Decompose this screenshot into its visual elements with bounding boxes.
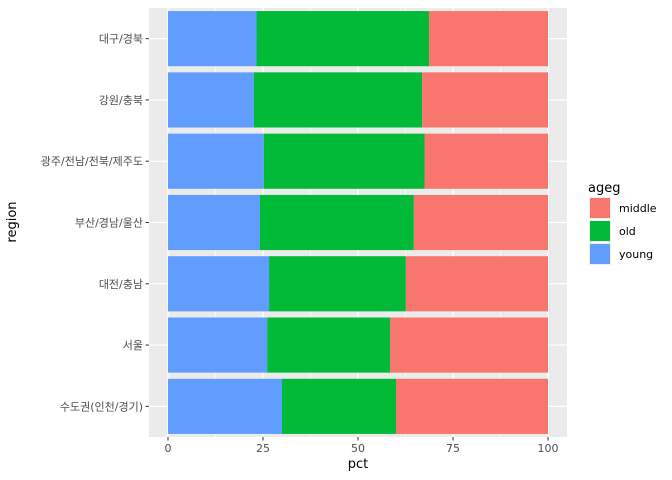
bar-segment-middle [429, 11, 548, 67]
x-tick-label: 0 [165, 442, 172, 455]
x-tick-label: 50 [351, 442, 365, 455]
bar-segment-old [263, 133, 425, 189]
y-tick-label: 대구/경북 [99, 33, 143, 46]
bar-segment-middle [422, 72, 548, 128]
bar-segment-young [168, 256, 270, 312]
bar-segment-young [168, 194, 260, 251]
legend-label-young: young [619, 248, 653, 261]
y-tick-label: 강원/충북 [99, 94, 143, 107]
x-tick-label: 75 [446, 442, 460, 455]
y-axis-title: region [5, 201, 20, 242]
bar-segment-young [168, 317, 268, 373]
bar-segment-young [168, 378, 282, 434]
y-axis-ticks: 대구/경북강원/충북광주/전남/전북/제주도부산/경남/울산대전/충남서울수도권… [41, 33, 149, 413]
legend-swatch-old [590, 221, 610, 241]
y-tick-label: 서울 [123, 339, 143, 352]
legend-title: ageg [588, 181, 620, 196]
bar-segment-young [168, 11, 257, 67]
bar-segment-old [267, 317, 391, 373]
y-tick-label: 광주/전남/전북/제주도 [41, 155, 143, 168]
bar-segment-old [282, 378, 396, 434]
legend: ageg middle old young [588, 181, 657, 265]
bar-segment-old [269, 256, 406, 312]
y-tick-label: 부산/경남/울산 [75, 217, 143, 230]
bar-segment-old [256, 11, 430, 67]
legend-swatch-middle [590, 198, 610, 218]
bar-segment-middle [413, 194, 548, 251]
x-axis-ticks: 0 25 50 75 100 [165, 437, 559, 455]
legend-swatch-young [590, 244, 610, 264]
y-tick-label: 대전/충남 [99, 278, 143, 291]
bar-segment-young [168, 72, 254, 128]
bar-segment-middle [424, 133, 548, 189]
bars [168, 11, 548, 434]
bar-segment-middle [396, 378, 548, 434]
y-tick-label: 수도권(인천/경기) [60, 399, 143, 413]
bar-segment-middle [405, 256, 548, 312]
x-axis-title: pct [348, 457, 369, 472]
x-tick-label: 100 [538, 442, 559, 455]
bar-segment-middle [390, 317, 548, 373]
bar-segment-old [259, 194, 414, 251]
legend-label-middle: middle [619, 202, 657, 215]
bar-segment-young [168, 133, 264, 189]
x-tick-label: 25 [256, 442, 270, 455]
legend-label-old: old [619, 225, 636, 238]
bar-segment-old [253, 72, 423, 128]
